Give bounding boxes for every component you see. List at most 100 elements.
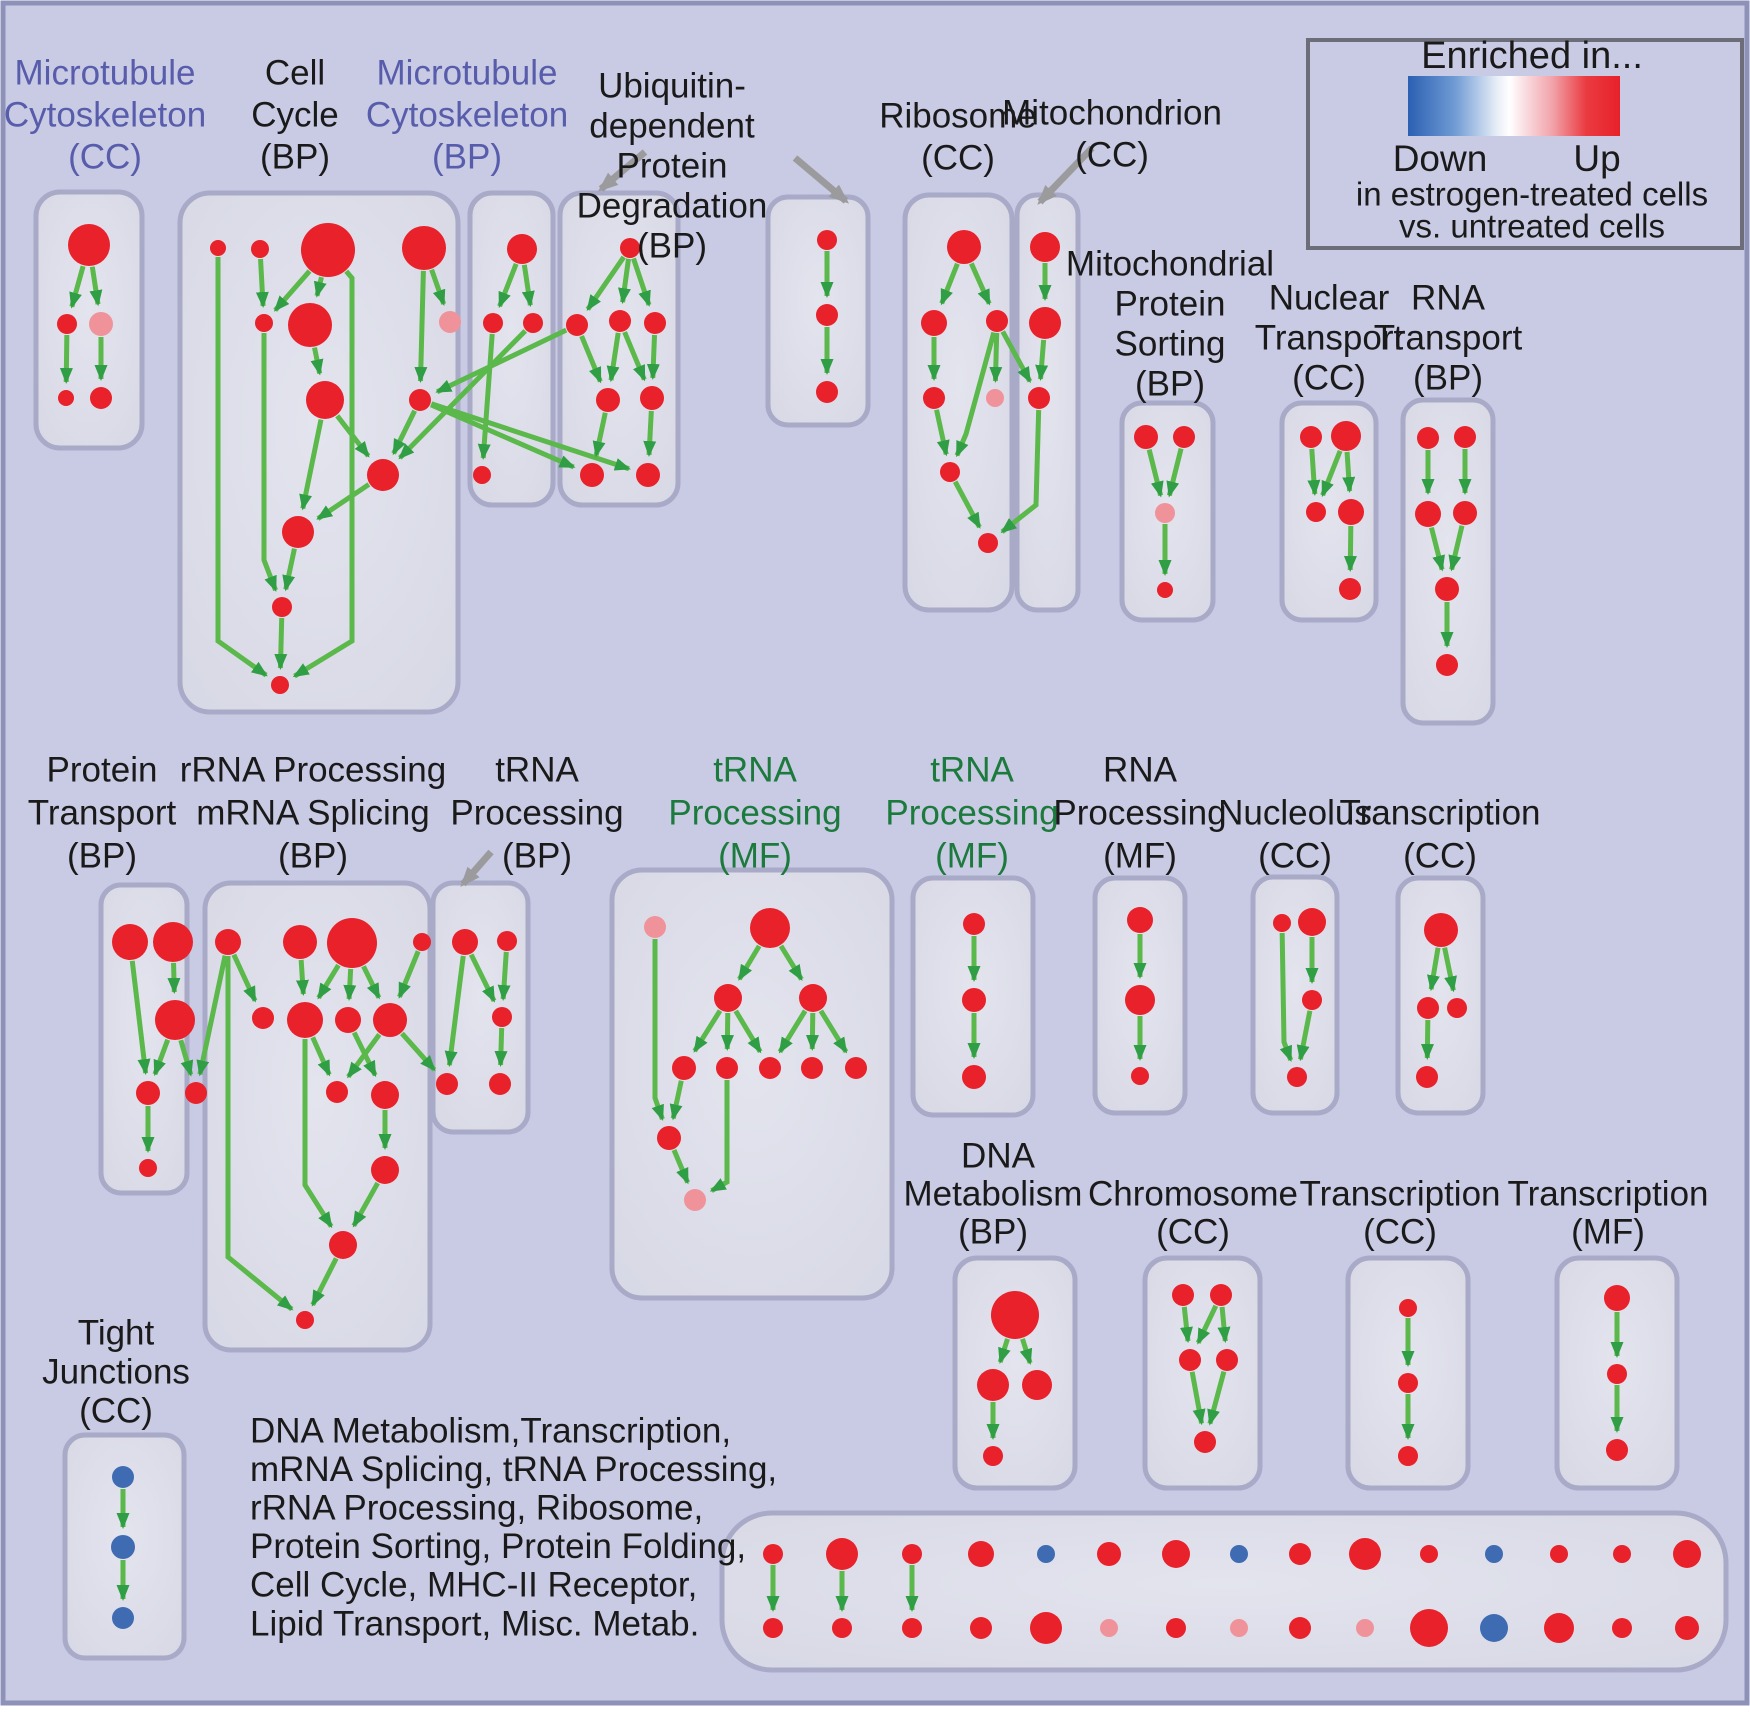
legend-subtitle-2: vs. untreated cells: [1399, 208, 1665, 245]
edge-s2-s3: [1166, 448, 1184, 498]
gene-term-node-q12: [329, 1231, 357, 1259]
gene-term-node-r7: [978, 533, 998, 553]
gene-term-node-h2: [1125, 985, 1155, 1015]
gene-term-node-j1: [112, 1466, 134, 1488]
edge-u1-u3: [618, 258, 631, 305]
edge-e1-e4: [1279, 932, 1294, 1063]
edge-m1-m2: [497, 262, 519, 309]
group-label-nuclear-transport-line2: Transport: [1255, 318, 1404, 357]
gene-term-node-h3: [1131, 1067, 1149, 1085]
edge-c9-u7: [430, 402, 576, 470]
gene-term-node-q11: [371, 1156, 399, 1184]
edge-c12-c13: [274, 617, 288, 671]
group-label-mt-bp-line3: (BP): [432, 137, 502, 176]
edge-f4-f7: [777, 1009, 808, 1054]
label-pointer-arrow-3: [1037, 145, 1095, 205]
gene-term-node-c9: [409, 389, 431, 411]
gene-term-node-m3: [523, 313, 543, 333]
edge-q3-q8: [361, 965, 382, 1000]
group-label-mitochondrion-line1: Mitochondrion: [1002, 93, 1222, 132]
edge-u1-u4: [631, 257, 652, 307]
edge-q4-q8: [397, 950, 421, 999]
gene-term-node-t3: [1415, 501, 1441, 527]
edge-w2-w3: [1195, 1304, 1219, 1345]
edge-a1-a2: [69, 265, 86, 309]
gene-term-node-y1: [1399, 1299, 1417, 1317]
edge-k2-k4: [1420, 1019, 1434, 1061]
gene-term-node-c3: [301, 223, 355, 277]
gene-term-node-m4: [473, 466, 491, 484]
edge-b2-b3: [497, 951, 511, 1002]
group-label-transcription-mf-line2: (MF): [1571, 1212, 1645, 1251]
gene-term-node-wb11: [1410, 1609, 1448, 1647]
edge-u6-u8: [643, 410, 657, 458]
gene-term-node-s2: [1173, 426, 1195, 448]
edge-b1-b3: [468, 953, 497, 1003]
edge-r3-mt3: [1000, 330, 1033, 384]
edge-n2-n4: [1342, 451, 1356, 494]
gene-term-node-q3: [327, 918, 377, 968]
gene-term-node-wb6: [1100, 1619, 1118, 1637]
edge-c9-u8: [430, 401, 631, 472]
edge-a1-a3: [89, 266, 103, 307]
gene-term-node-wt7: [1162, 1540, 1190, 1568]
group-label-tight-junctions-line2: Junctions: [42, 1352, 190, 1391]
edge-q1-q13: [225, 956, 294, 1312]
group-label-nucleolus-line1: Nucleolus: [1218, 793, 1372, 832]
group-label-ubiquitin-line4: Degradation: [577, 186, 768, 225]
label-pointer-arrow-1: [597, 149, 648, 192]
gene-term-node-f3: [714, 984, 742, 1012]
edge-q2-q6: [295, 959, 309, 997]
edge-c4-c7: [429, 268, 447, 306]
gene-term-node-f7: [759, 1057, 781, 1079]
gene-term-node-wt13: [1550, 1545, 1568, 1563]
gene-term-node-s3: [1155, 503, 1175, 523]
gene-term-node-f4: [799, 984, 827, 1012]
group-box-nucleolus: [1250, 874, 1340, 1116]
edge-k1-k2: [1427, 947, 1441, 992]
edge-u1-u2: [585, 255, 626, 311]
gene-term-node-p3: [155, 1000, 195, 1040]
edge-mt2-mt3: [1035, 339, 1049, 382]
edge-w3-w5: [1189, 1371, 1206, 1426]
gene-term-node-q2: [283, 925, 317, 959]
gene-term-node-mt3: [1028, 387, 1050, 409]
group-box-trna-mf-1: [609, 867, 895, 1301]
edge-c5-c12: [261, 333, 278, 593]
gene-term-node-wb3: [902, 1618, 922, 1638]
gene-term-node-u2: [566, 314, 588, 336]
edge-c11-c12: [282, 548, 297, 592]
gene-term-node-c6: [288, 303, 332, 347]
gene-term-node-q10: [371, 1081, 399, 1109]
group-label-rna-transport-line3: (BP): [1413, 358, 1483, 397]
legend-gradient-bar: [1408, 76, 1620, 136]
gene-term-node-z3: [1606, 1439, 1628, 1461]
gene-term-node-b4: [436, 1073, 458, 1095]
edge-p3-p4: [152, 1038, 171, 1077]
gene-term-node-g3: [962, 1065, 986, 1089]
gene-term-node-u1: [620, 238, 640, 258]
edge-u5-u7: [592, 412, 608, 458]
edge-c3-c5: [273, 269, 312, 312]
gene-term-node-k4: [1416, 1066, 1438, 1088]
legend-up-label: Up: [1573, 138, 1620, 179]
gene-term-node-wt12: [1485, 1545, 1503, 1563]
gene-term-node-mt2: [1029, 307, 1061, 339]
group-label-cell-cycle-line2: Cycle: [251, 95, 339, 134]
group-label-rna-processing-line3: (MF): [1103, 836, 1177, 875]
gene-term-node-d1: [991, 1291, 1039, 1339]
group-box-dna-metabolism: [952, 1255, 1078, 1491]
group-label-transcription-cc-2-line2: (CC): [1363, 1212, 1437, 1251]
gene-term-node-w5: [1194, 1431, 1216, 1453]
gene-term-node-c12: [272, 597, 292, 617]
edge-f1-f10: [651, 939, 665, 1122]
gene-term-node-u8: [636, 463, 660, 487]
gene-term-node-t4: [1453, 501, 1477, 525]
gene-term-node-h1: [1127, 907, 1153, 933]
gene-term-node-f8: [801, 1057, 823, 1079]
gene-term-node-f6: [716, 1057, 738, 1079]
edge-n1-n3: [1307, 448, 1321, 497]
edge-f4-f9: [818, 1009, 849, 1054]
gene-term-node-wt9: [1289, 1543, 1311, 1565]
